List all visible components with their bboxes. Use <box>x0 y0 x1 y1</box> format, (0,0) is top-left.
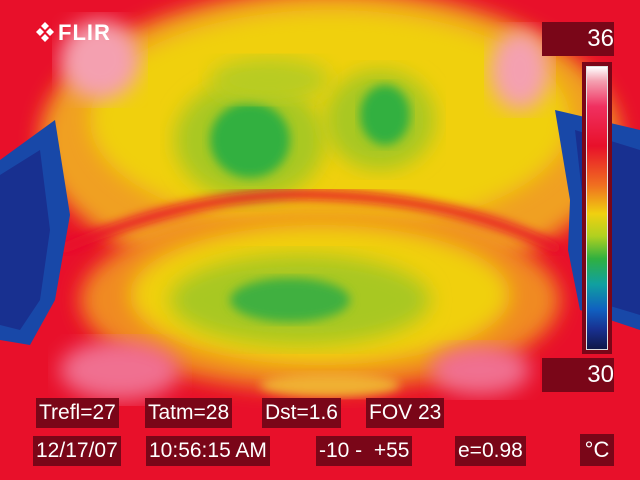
fov-label: FOV 23 <box>366 398 445 428</box>
unit-label: °C <box>580 434 614 466</box>
flir-logo: FLIR <box>36 20 111 46</box>
scale-min-label: 30 <box>542 358 614 392</box>
temperature-scale-bar <box>582 62 612 354</box>
emissivity-label: e=0.98 <box>455 436 526 466</box>
dst-label: Dst=1.6 <box>262 398 341 428</box>
logo-text: FLIR <box>58 20 111 45</box>
tatm-label: Tatm=28 <box>145 398 233 428</box>
flir-diamond-icon <box>36 22 54 42</box>
date-label: 12/17/07 <box>33 436 121 466</box>
temperature-gradient <box>586 66 608 350</box>
time-label: 10:56:15 AM <box>146 436 270 466</box>
scale-max-label: 36 <box>542 22 614 56</box>
trefl-label: Trefl=27 <box>36 398 119 428</box>
range-label: -10 - +55 <box>316 436 413 466</box>
